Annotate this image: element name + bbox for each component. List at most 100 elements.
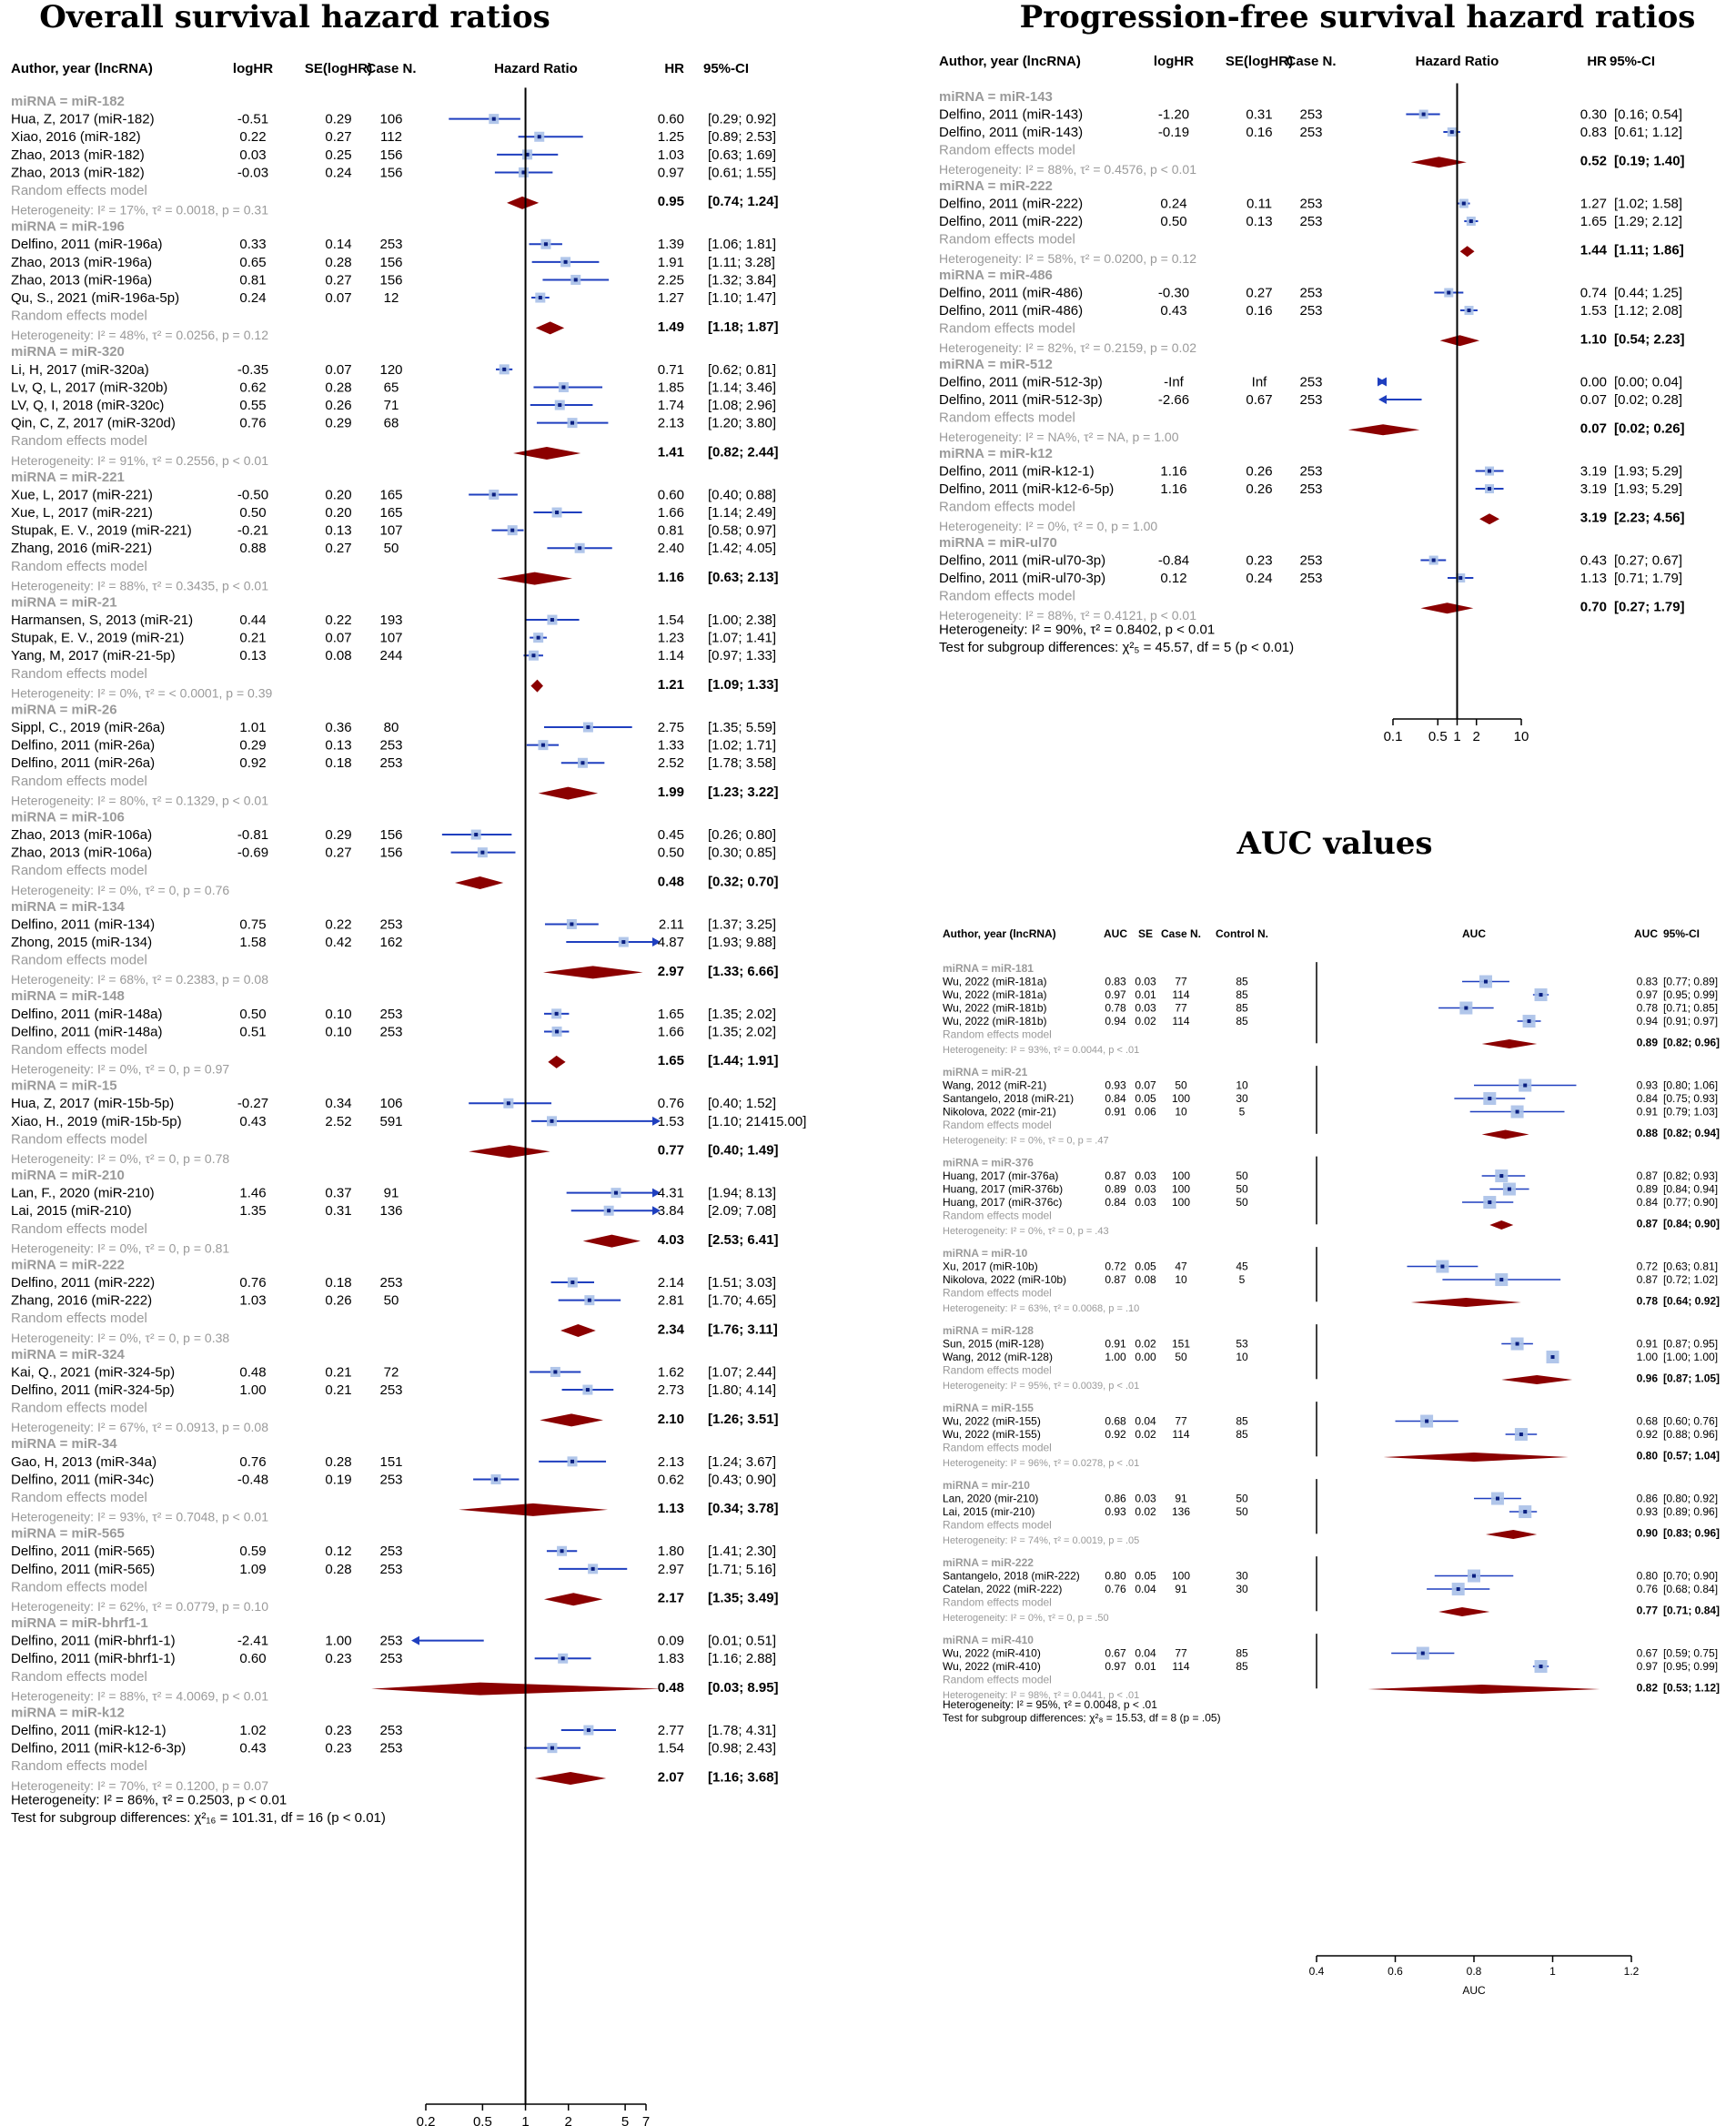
study-se: 0.04 bbox=[1135, 1415, 1156, 1428]
study-ci: [1.37; 3.25] bbox=[708, 916, 776, 932]
study-n: 244 bbox=[379, 648, 402, 663]
study-n: 253 bbox=[1299, 375, 1322, 390]
study-se: 1.00 bbox=[325, 1634, 351, 1649]
study-row: Delfino, 2011 (miR-k12-6-5p) 1.16 0.26 253 3… bbox=[939, 481, 1682, 497]
study-se: 0.28 bbox=[325, 1562, 351, 1577]
subgroup-label: miRNA = miR-222 bbox=[11, 1257, 125, 1272]
study-se: 0.01 bbox=[1135, 988, 1156, 1001]
pooled-row: Random effects model 0.07 [0.02; 0.26] bbox=[939, 410, 1685, 437]
study-case-n-: 91 bbox=[1175, 1493, 1187, 1505]
point-estimate bbox=[1515, 1341, 1519, 1346]
study-se: 0.10 bbox=[325, 1024, 351, 1039]
study-row: Xue, L, 2017 (miR-221) 0.50 0.20 165 1.66 [1.… bbox=[11, 505, 776, 521]
study-ci: [0.77; 0.90] bbox=[1663, 1196, 1718, 1209]
study-name: Lan, 2020 (mir-210) bbox=[943, 1493, 1038, 1505]
study-se: 0.03 bbox=[1135, 1183, 1156, 1196]
heterogeneity-text: Heterogeneity: I² = 93%, τ² = 0.7048, p … bbox=[11, 1510, 268, 1524]
study-case-n-: 136 bbox=[1172, 1505, 1190, 1518]
study-estimate: 0.60 bbox=[658, 487, 684, 502]
pooled-ci: [1.26; 3.51] bbox=[708, 1412, 779, 1427]
study-row: Xu, 2017 (miR-10b) 0.72 0.05 47 45 0.72 [0.63;… bbox=[943, 1260, 1718, 1273]
study-estimate: 0.97 bbox=[1637, 1660, 1659, 1673]
study-row: Zhao, 2013 (miR-196a) 0.81 0.27 156 2.25 [1.3… bbox=[11, 272, 776, 288]
random-effects-label: Random effects model bbox=[939, 232, 1075, 248]
study-row: Zhao, 2013 (miR-106a) -0.81 0.29 156 0.45 [0.… bbox=[11, 827, 776, 843]
study-estimate: 0.89 bbox=[1637, 1183, 1659, 1196]
study-estimate: 0.83 bbox=[1580, 125, 1607, 140]
study-ci: [1.32; 3.84] bbox=[708, 272, 776, 288]
study-estimate: 1.85 bbox=[658, 380, 684, 395]
study-ci: [0.97; 1.33] bbox=[708, 648, 776, 663]
study-se: 0.08 bbox=[1135, 1273, 1156, 1286]
study-n: 253 bbox=[379, 1024, 402, 1039]
pooled-row: Random effects model 0.77 [0.40; 1.49] bbox=[11, 1131, 779, 1158]
study-control-n-: 50 bbox=[1236, 1505, 1248, 1518]
study-se: 0.03 bbox=[1135, 1196, 1156, 1209]
study-ci: [1.06; 1.81] bbox=[708, 237, 776, 252]
pooled-ci: [0.40; 1.49] bbox=[708, 1143, 779, 1159]
study-name: Stupak, E. V., 2019 (miR-21) bbox=[11, 631, 184, 646]
study-estimate: 0.74 bbox=[1580, 286, 1607, 301]
heterogeneity-text: Heterogeneity: I² = NA%, τ² = NA, p = 1.… bbox=[939, 430, 1179, 444]
subgroup-11: miRNA = miR-222 Delfino, 2011 (miR-222) 0.… bbox=[11, 1257, 778, 1344]
heterogeneity-text: Heterogeneity: I² = 0%, τ² = 0, p = 0.78 bbox=[11, 1151, 229, 1166]
study-loghr: 0.50 bbox=[1160, 214, 1186, 229]
study-control-n-: 50 bbox=[1236, 1183, 1248, 1196]
study-estimate: 1.80 bbox=[658, 1544, 684, 1559]
study-name: Hua, Z, 2017 (miR-15b-5p) bbox=[11, 1096, 174, 1111]
study-estimate: 2.81 bbox=[658, 1293, 684, 1309]
header-auc: AUC bbox=[1104, 927, 1127, 940]
study-ci: [1.16; 2.88] bbox=[708, 1651, 776, 1666]
study-estimate: 0.97 bbox=[658, 165, 684, 180]
subgroup-label: miRNA = miR-21 bbox=[943, 1066, 1028, 1078]
study-row: Santangelo, 2018 (miR-222) 0.80 0.05 100 30 0… bbox=[943, 1570, 1718, 1583]
study-row: Delfino, 2011 (miR-k12-6-3p) 0.43 0.23 253 1… bbox=[11, 1741, 776, 1756]
pooled-ci: [0.74; 1.24] bbox=[708, 194, 779, 209]
heterogeneity-text: Heterogeneity: I² = 88%, τ² = 0.3435, p … bbox=[11, 578, 268, 592]
study-name: Xu, 2017 (miR-10b) bbox=[943, 1260, 1038, 1273]
subgroup-test: Test for subgroup differences: χ²₈ = 15.… bbox=[943, 1712, 1221, 1725]
study-estimate: 4.31 bbox=[658, 1186, 684, 1201]
study-row: Wu, 2022 (miR-410) 0.97 0.01 114 85 0.97 [0.95… bbox=[943, 1660, 1718, 1674]
study-ci: [0.87; 0.95] bbox=[1663, 1338, 1718, 1351]
study-row: Sun, 2015 (miR-128) 0.91 0.02 151 53 0.91 [0.8… bbox=[943, 1338, 1718, 1351]
study-name: Kai, Q., 2021 (miR-324-5p) bbox=[11, 1364, 175, 1380]
study-ci: [0.61; 1.12] bbox=[1614, 125, 1682, 140]
random-effects-label: Random effects model bbox=[11, 666, 147, 682]
study-row: Delfino, 2011 (miR-486) 0.43 0.16 253 1.53 [1… bbox=[939, 303, 1682, 319]
study-estimate: 1.66 bbox=[658, 1024, 684, 1039]
study-loghr: -0.69 bbox=[237, 845, 268, 861]
study-row: Delfino, 2011 (miR-486) -0.30 0.27 253 0.74 [… bbox=[939, 286, 1682, 301]
random-effects-label: Random effects model bbox=[943, 1674, 1052, 1686]
pooled-row: Random effects model 1.13 [0.34; 3.78] bbox=[11, 1490, 779, 1516]
study-se: 0.26 bbox=[1246, 481, 1272, 497]
study-row: Hua, Z, 2017 (miR-182) -0.51 0.29 106 0.60 [0… bbox=[11, 112, 776, 127]
study-estimate: 1.00 bbox=[1637, 1351, 1659, 1363]
random-effects-label: Random effects model bbox=[943, 1028, 1052, 1041]
point-estimate bbox=[1499, 1174, 1504, 1179]
pooled-row: Random effects model 2.97 [1.33; 6.66] bbox=[11, 953, 779, 979]
overall-heterogeneity: Heterogeneity: I² = 95%, τ² = 0.0048, p … bbox=[943, 1698, 1157, 1711]
point-estimate bbox=[538, 296, 542, 300]
study-estimate: 0.81 bbox=[658, 523, 684, 539]
x-tick-label: 7 bbox=[642, 2114, 650, 2126]
pooled-ci: [0.32; 0.70] bbox=[708, 874, 779, 889]
study-row: Delfino, 2011 (miR-134) 0.75 0.22 253 2.11 [1… bbox=[11, 916, 776, 932]
study-row: Xiao, H., 2019 (miR-15b-5p) 0.43 2.52 591 1.… bbox=[11, 1114, 806, 1129]
study-name: Zhao, 2013 (miR-196a) bbox=[11, 255, 152, 270]
study-name: Delfino, 2011 (miR-143) bbox=[939, 107, 1083, 123]
header-author: Author, year (lncRNA) bbox=[939, 54, 1081, 69]
study-n: 50 bbox=[384, 541, 399, 556]
pooled-row: Random effects model 1.10 [0.54; 2.23] bbox=[939, 321, 1685, 348]
study-se: 0.29 bbox=[325, 416, 351, 431]
pooled-row: Random effects model 3.19 [2.23; 4.56] bbox=[939, 500, 1685, 526]
subgroup-label: miRNA = miR-221 bbox=[11, 470, 125, 485]
study-control-n-: 50 bbox=[1236, 1169, 1248, 1182]
subgroup-9: miRNA = miR-15 Hua, Z, 2017 (miR-15b-5p) -… bbox=[11, 1078, 806, 1166]
study-row: Harmansen, S, 2013 (miR-21) 0.44 0.22 193 1.… bbox=[11, 612, 776, 628]
point-estimate bbox=[1447, 290, 1451, 295]
pooled-estimate: 0.48 bbox=[658, 1680, 684, 1696]
study-name: Delfino, 2011 (miR-ul70-3p) bbox=[939, 553, 1105, 569]
